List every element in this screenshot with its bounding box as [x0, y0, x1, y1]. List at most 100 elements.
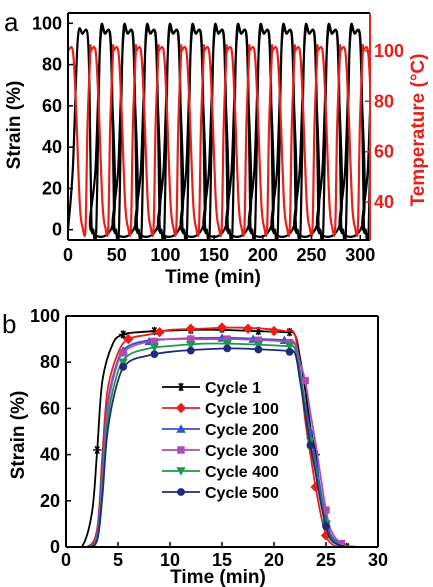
panel-b-point-cycle-500 [119, 362, 128, 371]
panel-b-point-cycle-1 [119, 330, 128, 339]
panel-a-x-axis-label: Time (min) [165, 267, 261, 288]
legend-item-cycle-500: Cycle 500 [162, 485, 279, 502]
panel-b-point-cycle-300 [223, 335, 231, 343]
panel-b-series-cycle-1 [66, 328, 378, 547]
panel-a-right-y-tick-label: 100 [374, 41, 404, 61]
panel-b-point-cycle-500 [150, 350, 159, 359]
panel-a-x-tick-label: 200 [248, 245, 278, 265]
panel-b-point-cycle-100 [242, 323, 254, 334]
panel-b-label: b [2, 309, 16, 339]
panel-b-point-cycle-400 [186, 341, 196, 350]
panel-b-point-cycle-400 [253, 341, 264, 350]
panel-b-point-cycle-400 [284, 342, 295, 351]
panel-b-point-cycle-100 [216, 322, 228, 333]
panel-b-axes: 0 5 10 15 20 25 30 0 20 40 60 80 100 [30, 306, 388, 570]
panel-b-point-cycle-500 [223, 344, 232, 353]
panel-b-y-tick-label: 40 [40, 445, 60, 465]
panel-b-curves [66, 322, 378, 547]
legend-item-cycle-1: Cycle 1 [162, 380, 261, 397]
panel-a-right-y-axis-label: Temperature (°C) [408, 54, 429, 207]
panel-b-x-tick-label: 20 [264, 550, 284, 570]
panel-a-x-tick-label: 0 [63, 245, 73, 265]
legend-label: Cycle 1 [205, 380, 261, 397]
panel-b-point-cycle-300 [119, 349, 127, 357]
panel-a-left-y-tick-label: 40 [42, 137, 62, 157]
panel-a-label: a [4, 7, 19, 37]
panel-b-point-cycle-400 [118, 358, 128, 367]
panel-b-x-axis-label: Time (min) [170, 567, 266, 587]
panel-b-point-cycle-500 [322, 522, 330, 531]
legend-label: Cycle 100 [205, 401, 279, 418]
panel-a-curves [68, 22, 370, 240]
panel-b-point-cycle-500 [254, 345, 263, 354]
panel-b-point-cycle-500 [186, 346, 195, 355]
legend-item-cycle-400: Cycle 400 [162, 464, 279, 481]
panel-a-temperature-series [68, 44, 370, 237]
panel-b-point-cycle-100 [185, 323, 196, 334]
legend-label: Cycle 300 [205, 443, 279, 460]
panel-a-left-y-tick-label: 100 [32, 13, 62, 33]
panel-b-point-cycle-100 [154, 326, 165, 338]
panel-b-x-tick-label: 30 [368, 550, 388, 570]
legend-label: Cycle 400 [205, 464, 279, 481]
panel-a-right-y-tick-label: 40 [374, 192, 394, 212]
panel-b-point-cycle-1 [285, 327, 294, 337]
panel-b-point-cycle-1 [93, 445, 102, 455]
panel-b-point-cycle-300 [254, 336, 263, 344]
panel-a-left-y-tick-label: 60 [42, 96, 62, 116]
panel-a-chart: a 0 50 100 150 200 250 300 0 20 40 60 80 100 40 60 80 10… [4, 7, 429, 288]
panel-a-plot-area [68, 22, 370, 240]
panel-a-left-y-tick-label: 20 [42, 178, 62, 198]
panel-b-point-cycle-300 [322, 506, 330, 514]
panel-b-x-tick-label: 0 [61, 550, 71, 570]
legend-item-cycle-300: Cycle 300 [162, 443, 279, 460]
panel-a-x-tick-label: 250 [297, 245, 327, 265]
legend-item-cycle-100: Cycle 100 [162, 401, 279, 418]
panel-b-point-cycle-100 [320, 530, 332, 541]
panel-b-y-tick-label: 100 [30, 306, 60, 326]
panel-a-left-y-axis-label: Strain (%) [4, 81, 25, 170]
panel-b-point-cycle-500 [306, 441, 315, 450]
panel-a-strain-series [68, 22, 370, 240]
panel-b-y-axis-label: Strain (%) [8, 391, 29, 480]
panel-b-point-cycle-100 [123, 333, 134, 345]
legend-marker [176, 424, 186, 433]
legend-marker [177, 446, 185, 454]
panel-b-x-tick-label: 10 [160, 550, 180, 570]
panel-b-x-tick-label: 25 [316, 550, 336, 570]
panel-b-y-tick-label: 0 [50, 537, 60, 557]
legend-marker [176, 467, 186, 476]
panel-b-point-cycle-300 [337, 539, 346, 547]
legend-marker [177, 488, 185, 496]
panel-b-point-cycle-300 [150, 337, 159, 346]
panel-a-right-y-tick-label: 60 [374, 142, 394, 162]
panel-a-right-y-tick-label: 80 [374, 91, 394, 111]
panel-b-point-cycle-500 [285, 347, 294, 356]
panel-b-legend: Cycle 1 Cycle 100 Cycle 200 Cycle 300 Cycle … [162, 380, 279, 502]
panel-a-x-tick-label: 300 [345, 245, 375, 265]
panel-a-axes: 0 50 100 150 200 250 300 0 20 40 60 80 100 40 60 80 100 [32, 12, 404, 265]
legend-label: Cycle 500 [205, 485, 279, 502]
panel-b-y-tick-label: 60 [40, 398, 60, 418]
legend-label: Cycle 200 [205, 422, 279, 439]
panel-b-point-cycle-400 [222, 340, 232, 349]
panel-b-y-tick-label: 80 [40, 352, 60, 372]
panel-b-point-cycle-400 [149, 343, 160, 352]
panel-b-point-cycle-100 [268, 325, 280, 337]
panel-b-y-tick-label: 20 [40, 491, 60, 511]
panel-a-left-y-tick-label: 0 [52, 220, 62, 240]
panel-a-left-y-tick-label: 80 [42, 55, 62, 75]
legend-marker [175, 402, 187, 414]
legend-item-cycle-200: Cycle 200 [162, 422, 279, 439]
panel-a-x-tick-label: 50 [107, 245, 127, 265]
panel-a-x-tick-label: 150 [199, 245, 229, 265]
panel-b-x-tick-label: 5 [113, 550, 123, 570]
panel-b-plot-area [66, 322, 378, 547]
panel-a-x-tick-label: 100 [150, 245, 180, 265]
panel-b-point-cycle-300 [187, 335, 195, 343]
legend-marker [176, 382, 186, 392]
panel-b-point-cycle-300 [301, 376, 309, 385]
panel-b-x-tick-label: 15 [212, 550, 232, 570]
